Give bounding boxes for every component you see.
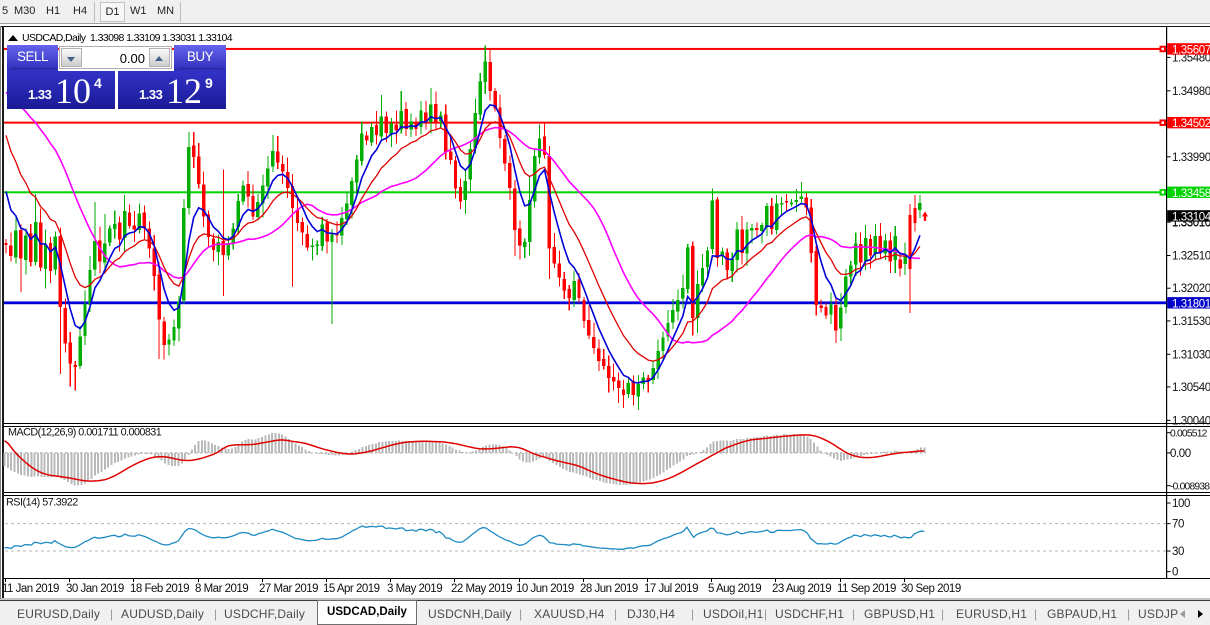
svg-text:1.33458: 1.33458 [1172, 188, 1210, 200]
svg-text:22 May 2019: 22 May 2019 [451, 583, 512, 595]
svg-text:18 Feb 2019: 18 Feb 2019 [130, 583, 189, 595]
svg-text:1.33104: 1.33104 [1172, 211, 1210, 223]
svg-text:1.33990: 1.33990 [1172, 152, 1210, 164]
svg-text:1.32510: 1.32510 [1172, 251, 1210, 263]
svg-text:8 Mar 2019: 8 Mar 2019 [195, 583, 248, 595]
svg-text:1.34980: 1.34980 [1172, 86, 1210, 98]
svg-text:11 Sep 2019: 11 Sep 2019 [837, 583, 896, 595]
svg-text:30: 30 [1172, 546, 1184, 558]
svg-text:30 Jan 2019: 30 Jan 2019 [66, 583, 124, 595]
svg-text:3 May 2019: 3 May 2019 [387, 583, 442, 595]
svg-text:1.32020: 1.32020 [1172, 283, 1210, 295]
svg-text:1.30040: 1.30040 [1172, 415, 1210, 427]
svg-text:1.31530: 1.31530 [1172, 316, 1210, 328]
svg-text:1.31801: 1.31801 [1172, 298, 1210, 310]
svg-text:RSI(14) 57.3922: RSI(14) 57.3922 [6, 497, 78, 509]
svg-text:10 Jun 2019: 10 Jun 2019 [516, 583, 574, 595]
svg-text:5 Aug 2019: 5 Aug 2019 [708, 583, 761, 595]
svg-text:0: 0 [1172, 567, 1178, 579]
svg-text:1.30540: 1.30540 [1172, 382, 1210, 394]
svg-text:70: 70 [1172, 519, 1184, 531]
svg-text:17 Jul 2019: 17 Jul 2019 [644, 583, 698, 595]
svg-text:15 Apr 2019: 15 Apr 2019 [323, 583, 380, 595]
svg-text:0.00: 0.00 [1170, 448, 1191, 460]
svg-text:1.35607: 1.35607 [1172, 44, 1210, 56]
svg-text:28 Jun 2019: 28 Jun 2019 [580, 583, 638, 595]
svg-text:30 Sep 2019: 30 Sep 2019 [901, 583, 961, 595]
svg-text:MACD(12,26,9) 0.001711 0.00083: MACD(12,26,9) 0.001711 0.000831 [8, 427, 162, 439]
svg-text:-0.008938: -0.008938 [1170, 482, 1210, 493]
svg-text:1.35480: 1.35480 [1172, 52, 1210, 64]
svg-text:1.31030: 1.31030 [1172, 349, 1210, 361]
svg-text:23 Aug 2019: 23 Aug 2019 [772, 583, 831, 595]
svg-text:0.005512: 0.005512 [1170, 429, 1208, 440]
svg-text:11 Jan 2019: 11 Jan 2019 [2, 583, 59, 595]
svg-text:27 Mar 2019: 27 Mar 2019 [259, 583, 318, 595]
svg-text:1.34502: 1.34502 [1172, 118, 1210, 130]
svg-text:100: 100 [1172, 498, 1190, 510]
